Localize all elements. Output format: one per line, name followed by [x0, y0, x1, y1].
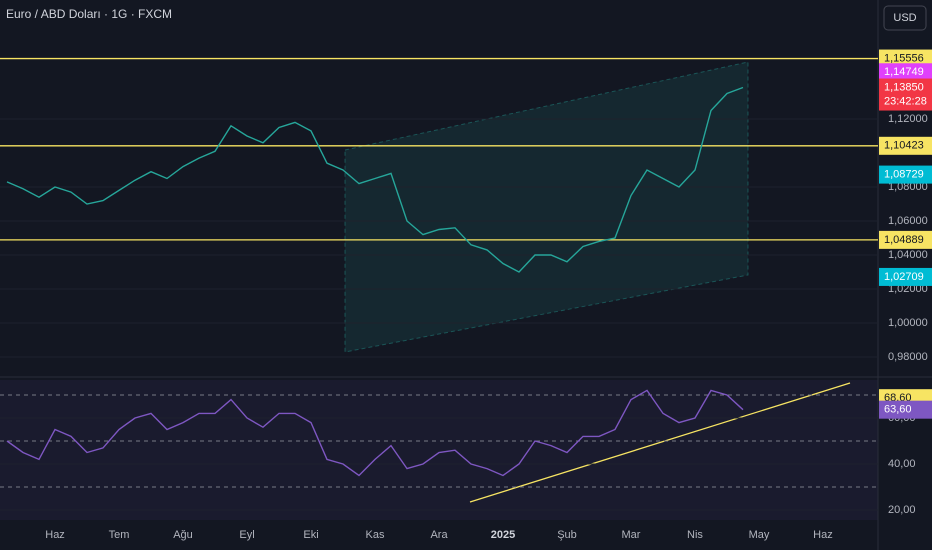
price-tag	[879, 230, 932, 249]
series-line	[6, 86, 744, 273]
price-tag	[879, 400, 932, 419]
x-tick-label: Tem	[109, 529, 130, 541]
currency[interactable]: USD	[893, 12, 916, 24]
price-tag-label: 1,04889	[884, 234, 924, 246]
price-tag	[879, 165, 932, 184]
chart-title: Euro / ABD Doları · 1G · FXCM	[6, 7, 172, 21]
y-tick-label: 1,00000	[888, 317, 928, 329]
y-tick-label: 40,00	[888, 458, 916, 470]
x-tick-label: Eki	[303, 529, 318, 541]
button-frame[interactable]	[883, 5, 927, 31]
x-tick-label: Haz	[45, 529, 65, 541]
x-tick-label: Ağu	[173, 529, 193, 541]
rsi-pane	[0, 380, 878, 520]
currency-button[interactable]: USD	[883, 5, 927, 31]
countdown: 23:42:28	[884, 95, 927, 107]
price-tag	[879, 63, 932, 82]
x-tick-label: Eyl	[239, 529, 254, 541]
price-tag-label: 1,14749	[884, 66, 924, 78]
x-tick-label: May	[749, 529, 770, 541]
price-tag-label: 63,60	[884, 404, 912, 416]
channel	[344, 61, 749, 353]
price-tag	[879, 136, 932, 155]
y-tick-label: 1,06000	[888, 215, 928, 227]
trend-line	[469, 382, 851, 503]
price-tag	[879, 78, 932, 111]
x-tick-label: Mar	[622, 529, 641, 541]
price-tag-label: 1,02709	[884, 271, 924, 283]
y-tick-label: 0,98000	[888, 351, 928, 363]
y-tick-label: 1,04000	[888, 249, 928, 261]
x-tick-label: Kas	[366, 529, 385, 541]
y-tick-label: 1,08000	[888, 181, 928, 193]
x-tick-label: 2025	[491, 529, 515, 541]
y-tick-label: 1,12000	[888, 113, 928, 125]
price-tag-label: 1,10423	[884, 140, 924, 152]
price-tag	[879, 267, 932, 286]
y-tick-label: 20,00	[888, 504, 916, 516]
x-tick-label: Haz	[813, 529, 833, 541]
price-tag	[879, 49, 932, 68]
x-tick-label: Ara	[430, 529, 448, 541]
price-tag-label: 1,13850	[884, 81, 924, 93]
x-tick-label: Nis	[687, 529, 703, 541]
price-tag-label: 1,15556	[884, 52, 924, 64]
price-tag-label: 1,08729	[884, 169, 924, 181]
series-line	[6, 389, 744, 477]
x-tick-label: Şub	[557, 529, 577, 541]
